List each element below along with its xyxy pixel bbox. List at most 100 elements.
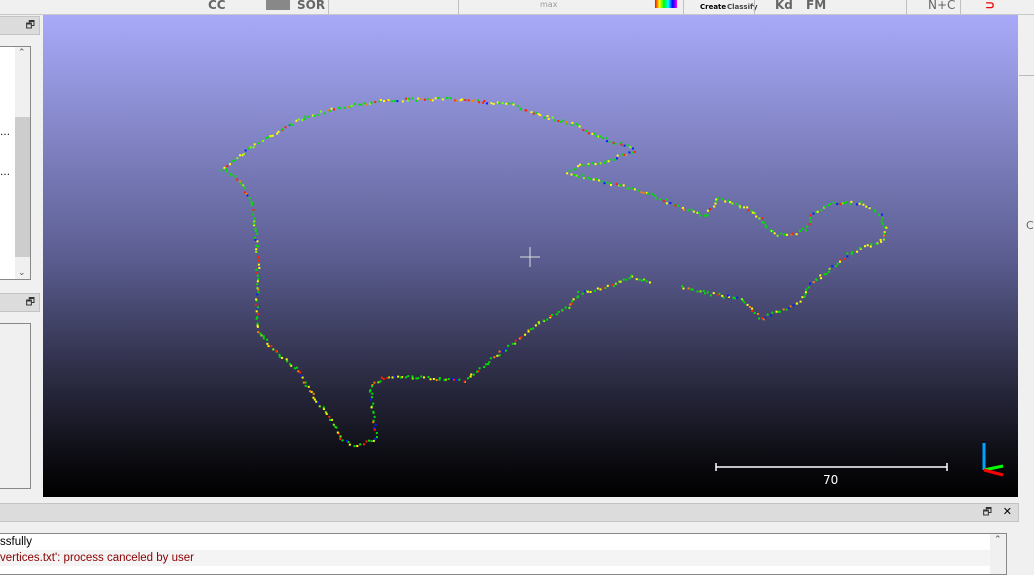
scrollbar-thumb[interactable] [15, 117, 30, 257]
cloud-point [799, 300, 802, 303]
cloud-point [565, 121, 568, 124]
cloud-point [753, 212, 756, 215]
cloud-point [831, 265, 834, 268]
chevron-up-icon[interactable]: ⌃ [18, 48, 26, 58]
checker-icon[interactable] [266, 0, 290, 10]
cloud-point [709, 208, 712, 211]
cloud-point [654, 194, 657, 197]
cloud-point [379, 380, 382, 383]
cloud-point [393, 99, 396, 102]
cloud-point [229, 173, 232, 176]
cloud-point [307, 385, 310, 388]
cloud-point [578, 176, 581, 179]
tree-item[interactable]: … [0, 167, 10, 178]
cloud-point [836, 203, 839, 206]
cloud-point [392, 375, 395, 378]
cloud-point [373, 428, 376, 431]
cloud-point [839, 203, 842, 206]
cloud-point [621, 153, 624, 156]
cloud-point [543, 116, 546, 119]
cloud-point [820, 209, 823, 212]
cloud-point [591, 162, 594, 165]
cloud-point [625, 278, 628, 281]
cloud-point [595, 178, 598, 181]
cloud-point [312, 396, 315, 399]
toolbar-cc-button[interactable]: CC [208, 0, 226, 12]
cloud-point [846, 255, 849, 258]
toolbar-max-button[interactable]: max [540, 0, 558, 9]
cloud-point [511, 342, 514, 345]
console-scrollbar[interactable]: ⌃ [990, 534, 1006, 574]
cloud-point [850, 200, 853, 203]
cloud-point [703, 292, 706, 295]
cloud-point [762, 318, 765, 321]
cloud-point [429, 98, 432, 101]
cloud-point [478, 101, 481, 104]
cloud-point [846, 252, 849, 255]
chevron-down-icon[interactable]: ⌄ [18, 268, 26, 278]
cloud-point [234, 175, 237, 178]
cloud-point [681, 285, 684, 288]
float-icon[interactable]: 🗗 [25, 20, 35, 31]
cloud-point [472, 99, 475, 102]
cloud-point [278, 353, 281, 356]
color-scale-icon[interactable] [655, 0, 677, 8]
cloud-point [423, 376, 426, 379]
cloud-point [803, 295, 806, 298]
cloud-point [534, 111, 537, 114]
cloud-point [808, 223, 811, 226]
toolbar-nc-button[interactable]: N+C [928, 0, 956, 12]
cloud-point [347, 440, 350, 443]
cloud-point [257, 142, 260, 145]
cloud-point [716, 197, 719, 200]
cloud-point [372, 439, 375, 442]
float-icon[interactable]: 🗗 [25, 297, 35, 308]
toolbar-fm-button[interactable]: FM [806, 0, 827, 12]
cloud-point [256, 306, 259, 309]
cloud-point [740, 298, 743, 301]
cloud-point [449, 97, 452, 100]
toolbar-classify-button[interactable]: Classify [727, 3, 758, 11]
toolbar-separator [458, 0, 459, 14]
cloud-point [257, 255, 260, 258]
cloud-point [345, 439, 348, 442]
chevron-up-icon[interactable]: ⌃ [994, 535, 1002, 545]
cloud-point [304, 381, 307, 384]
cloud-point [397, 375, 400, 378]
toolbar-sor-button[interactable]: SOR [297, 0, 326, 12]
cloud-point [738, 204, 741, 207]
db-tree[interactable]: … … ⌃ ⌄ [0, 46, 31, 280]
cloud-point [722, 296, 725, 299]
cloud-point [869, 245, 872, 248]
cloud-point [427, 376, 430, 379]
cloud-point [309, 390, 312, 393]
cloud-point [538, 322, 541, 325]
cloud-point [870, 243, 873, 246]
scrollbar[interactable]: ⌃ ⌄ [15, 47, 30, 279]
cloud-point [260, 334, 263, 337]
close-icon[interactable]: ✕ [1002, 505, 1012, 518]
toolbar-kd-button[interactable]: Kd [775, 0, 793, 12]
3d-viewport[interactable]: 70 [43, 15, 1018, 497]
cloud-point [865, 205, 868, 208]
cloud-point [568, 306, 571, 309]
float-icon[interactable]: 🗗 [982, 507, 992, 518]
red-curve-icon[interactable]: ⊃ [985, 0, 996, 12]
cloud-point [758, 317, 761, 320]
cloud-point [712, 292, 715, 295]
cloud-point [690, 208, 693, 211]
cloud-point [407, 375, 410, 378]
cloud-point [696, 211, 699, 214]
tree-item[interactable]: … [0, 127, 10, 138]
cloud-point [295, 366, 298, 369]
cloud-point [291, 123, 294, 126]
cloud-point [572, 298, 575, 301]
toolbar-create-button[interactable]: Create [700, 3, 727, 11]
cloud-point [586, 290, 589, 293]
cloud-point [408, 97, 411, 100]
console[interactable]: ssfully vertices.txt': process canceled … [0, 533, 1007, 575]
cloud-point [336, 431, 339, 434]
cloud-point [715, 198, 718, 201]
cloud-point [600, 180, 603, 183]
cloud-point [751, 211, 754, 214]
